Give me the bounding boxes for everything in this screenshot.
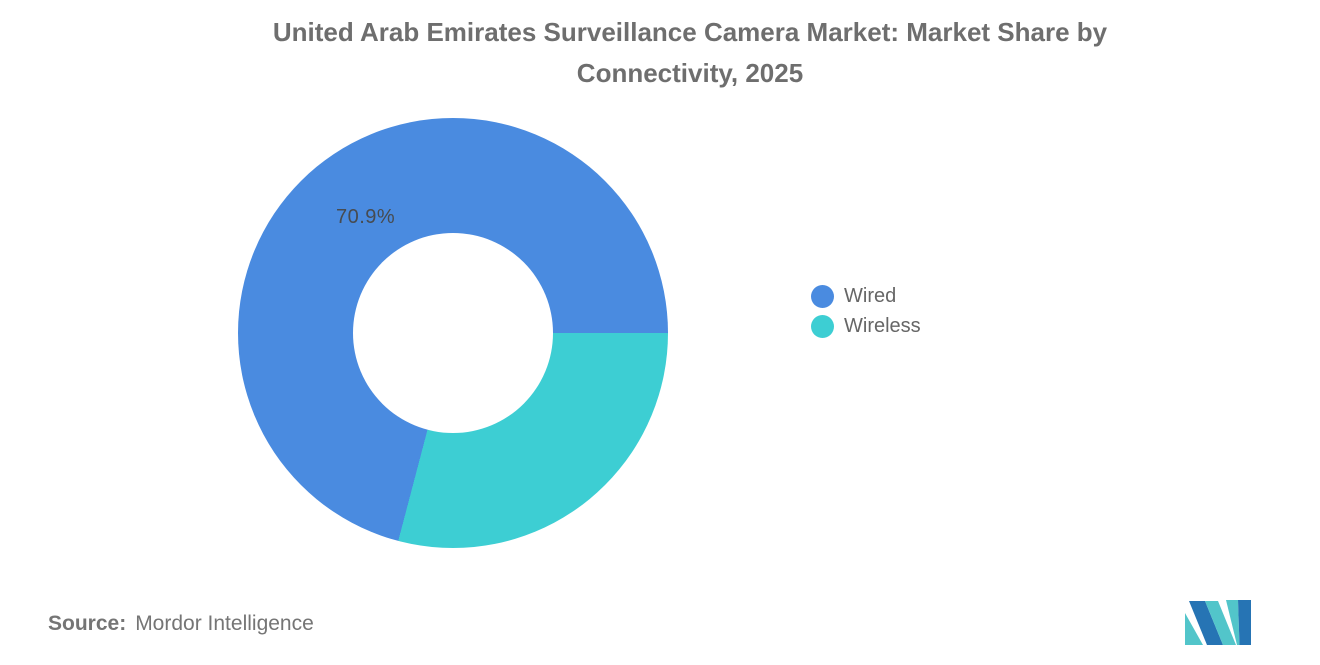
chart-title-line2: Connectivity, 2025 <box>576 58 804 88</box>
legend-item-wireless[interactable]: Wireless <box>811 315 921 338</box>
legend-label-wired: Wired <box>844 285 897 307</box>
mordor-intelligence-logo <box>1185 600 1251 645</box>
chart-title-line1: United Arab Emirates Surveillance Camera… <box>272 17 1108 47</box>
wired-swatch-icon <box>811 285 834 308</box>
chart-legend: Wired Wireless <box>811 285 921 338</box>
wireless-swatch-icon <box>811 315 834 338</box>
legend-label-wireless: Wireless <box>844 315 921 337</box>
source-value: Mordor Intelligence <box>135 612 314 635</box>
wired-slice-data-label: 70.9% <box>336 206 396 228</box>
chart-title: United Arab Emirates Surveillance Camera… <box>60 12 1320 94</box>
donut-hole <box>353 233 553 433</box>
source-label: Source: <box>48 612 127 635</box>
source-attribution: Source: Mordor Intelligence <box>48 612 314 636</box>
legend-item-wired[interactable]: Wired <box>811 285 921 308</box>
